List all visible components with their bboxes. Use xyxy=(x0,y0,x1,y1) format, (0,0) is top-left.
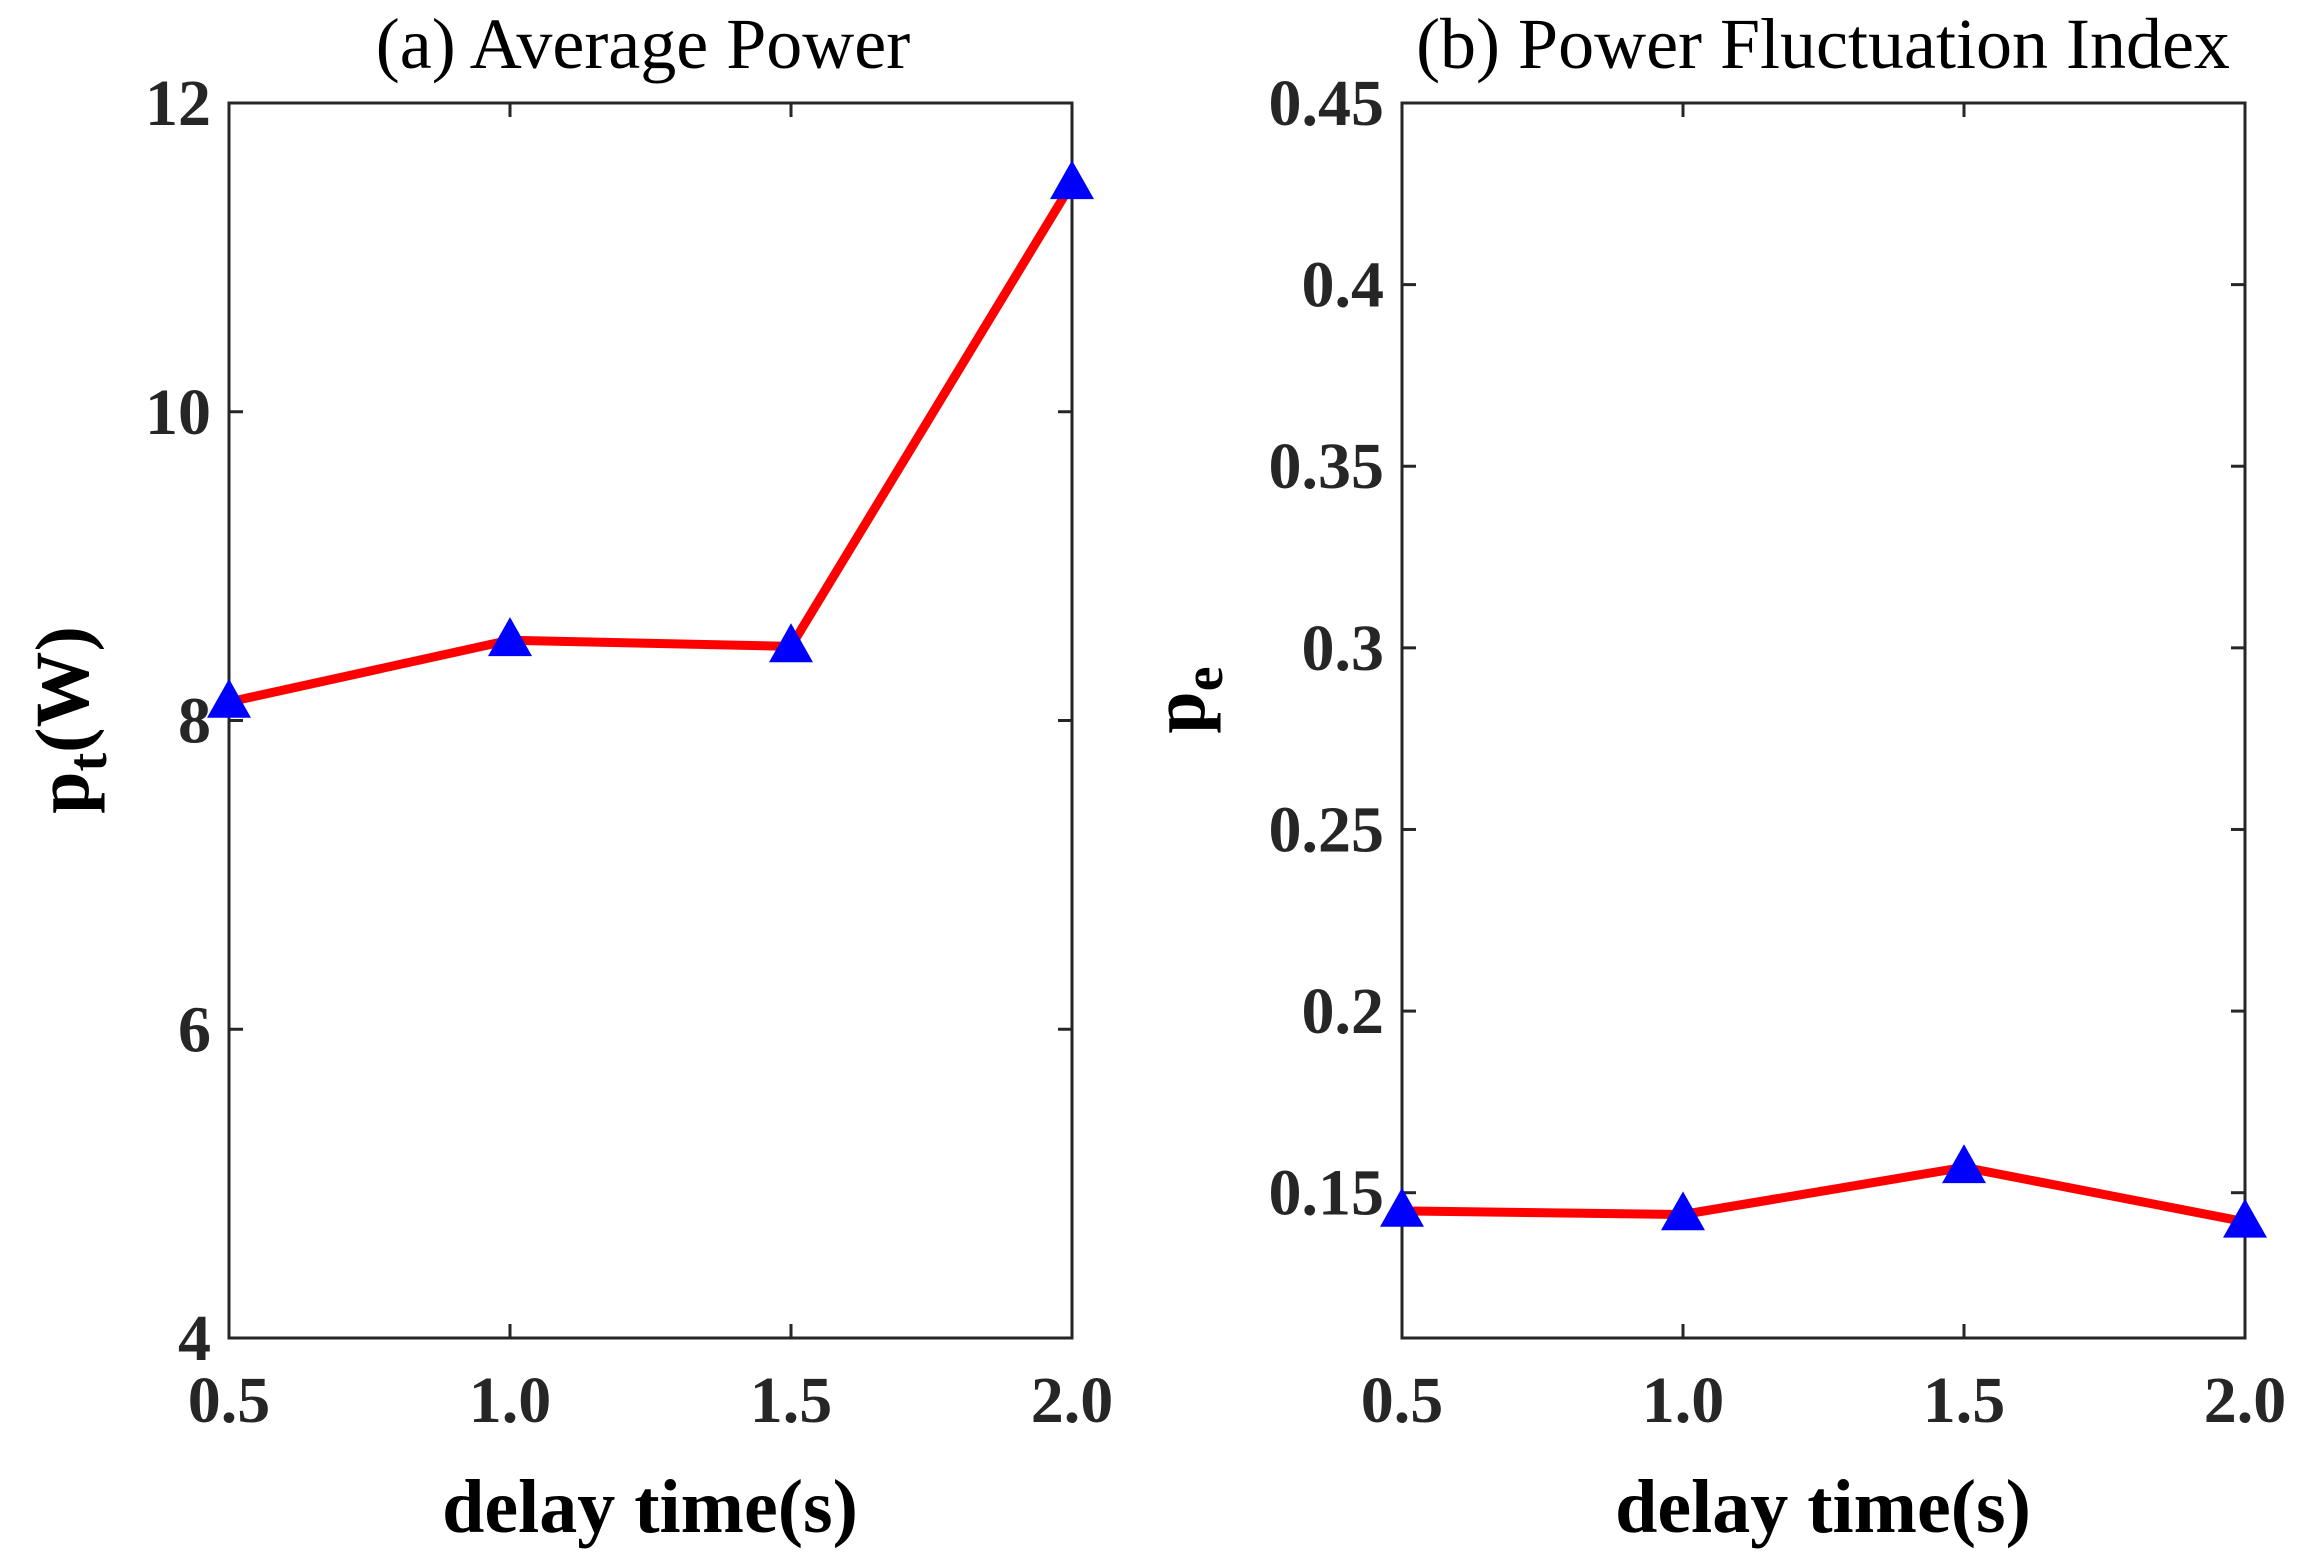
panel-b-y-tick-label: 0.15 xyxy=(1269,1157,1385,1230)
panel-average-power: (a) Average Power 0.5 1.0 1.5 2.0 4 6 8 10 12 de… xyxy=(21,4,1113,1549)
panel-a-series-line xyxy=(224,178,1077,707)
panel-a-data-point xyxy=(1050,160,1094,200)
panel-b-y-label-main: p xyxy=(1137,691,1221,733)
panel-a-series xyxy=(207,160,1094,718)
panel-b-axes xyxy=(1400,101,2247,1340)
panel-a-x-tick-label: 1.0 xyxy=(469,1364,552,1437)
panel-a-data-point xyxy=(207,678,251,718)
panel-a-data-point xyxy=(769,623,813,663)
panel-b-series xyxy=(1380,1144,2267,1238)
panel-b-y-tick-label: 0.35 xyxy=(1269,430,1385,503)
panel-a-x-axis-label: delay time(s) xyxy=(442,1465,858,1549)
panel-a-y-label-suffix: (W) xyxy=(21,626,105,753)
panel-b-series-line xyxy=(1397,1162,2250,1227)
panel-b-y-tick-label: 0.4 xyxy=(1302,249,1385,322)
panel-a-y-tick-label: 6 xyxy=(178,993,211,1066)
panel-a-y-tick-label: 10 xyxy=(145,376,211,449)
panel-a-y-label-sub: t xyxy=(57,753,119,772)
panel-b-y-axis-label: pe xyxy=(1137,666,1235,733)
panel-a-data-point xyxy=(488,617,532,657)
panel-a-y-axis-label: pt(W) xyxy=(21,626,119,814)
panel-a-x-tick-label: 2.0 xyxy=(1031,1364,1114,1437)
panel-b-data-point xyxy=(1661,1191,1705,1231)
panel-a-x-tick-label: 0.5 xyxy=(188,1364,271,1437)
panel-b-y-tick-label: 0.25 xyxy=(1269,793,1385,866)
panel-b-x-tick-label: 1.0 xyxy=(1642,1364,1725,1437)
panel-b-x-axis-label: delay time(s) xyxy=(1615,1465,2031,1549)
panel-b-y-tick-label: 0.2 xyxy=(1302,975,1385,1048)
panel-b-ticks: 0.5 1.0 1.5 2.0 0.15 0.2 0.25 0.3 0.35 0.4 0.45 xyxy=(1269,67,2287,1437)
panel-b-data-point xyxy=(1380,1187,1424,1227)
panel-a-y-label-main: p xyxy=(21,772,105,814)
panel-b-x-tick-label: 2.0 xyxy=(2204,1364,2287,1437)
panel-a-x-tick-label: 1.5 xyxy=(750,1364,833,1437)
panel-b-y-tick-label: 0.3 xyxy=(1302,612,1385,685)
panel-b-data-point xyxy=(1942,1144,1986,1184)
panel-b-x-tick-label: 0.5 xyxy=(1361,1364,1444,1437)
panel-a-y-tick-label: 8 xyxy=(178,685,211,758)
panel-b-y-tick-label: 0.45 xyxy=(1269,67,1385,140)
panel-b-data-point xyxy=(2223,1198,2267,1238)
panel-a-title: (a) Average Power xyxy=(376,4,910,84)
panel-b-title: (b) Power Fluctuation Index xyxy=(1416,4,2230,84)
panel-a-y-tick-label: 4 xyxy=(178,1302,211,1375)
panel-a-y-tick-label: 12 xyxy=(145,67,211,140)
panel-b-y-label-sub: e xyxy=(1173,666,1235,691)
panel-power-fluctuation-index: (b) Power Fluctuation Index 0.5 1.0 1.5 2.0… xyxy=(1137,4,2286,1549)
panel-a-ticks: 0.5 1.0 1.5 2.0 4 6 8 10 12 xyxy=(145,67,1113,1437)
panel-b-x-tick-label: 1.5 xyxy=(1923,1364,2006,1437)
